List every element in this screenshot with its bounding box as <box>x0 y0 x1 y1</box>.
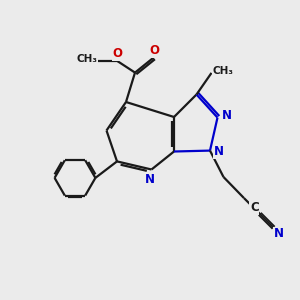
Text: C: C <box>250 201 259 214</box>
Text: N: N <box>274 227 284 240</box>
Text: O: O <box>150 44 160 58</box>
Text: N: N <box>214 145 224 158</box>
Text: N: N <box>221 109 232 122</box>
Text: CH₃: CH₃ <box>212 65 233 76</box>
Text: CH₃: CH₃ <box>76 54 98 64</box>
Text: O: O <box>112 47 123 60</box>
Text: N: N <box>145 172 155 186</box>
